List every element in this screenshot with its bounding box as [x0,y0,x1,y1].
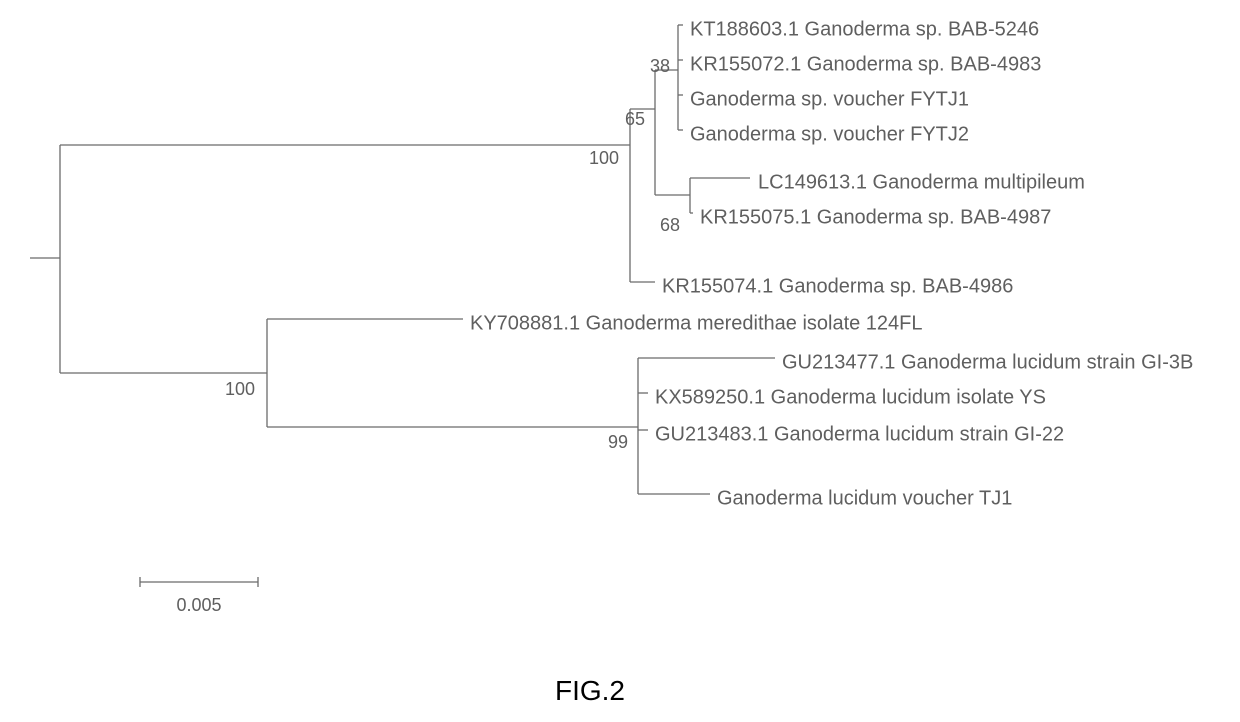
taxon-label: KR155075.1 Ganoderma sp. BAB-4987 [700,206,1051,228]
taxon-label: Ganoderma sp. voucher FYTJ2 [690,123,969,145]
taxon-label: GU213477.1 Ganoderma lucidum strain GI-3… [782,351,1193,373]
taxon-label: Ganoderma lucidum voucher TJ1 [717,487,1012,509]
taxon-label: Ganoderma sp. voucher FYTJ1 [690,88,969,110]
scale-label: 0.005 [176,595,221,615]
taxon-label: KR155074.1 Ganoderma sp. BAB-4986 [662,275,1013,297]
taxon-label: KX589250.1 Ganoderma lucidum isolate YS [655,386,1046,408]
bootstrap-value: 100 [225,379,255,399]
taxon-label: KT188603.1 Ganoderma sp. BAB-5246 [690,18,1039,40]
taxon-label: KY708881.1 Ganoderma meredithae isolate … [470,312,923,334]
bootstrap-value: 68 [660,215,680,235]
bootstrap-value: 65 [625,109,645,129]
phylogenetic-tree-figure: KT188603.1 Ganoderma sp. BAB-5246 KR15507… [0,0,1240,722]
bootstrap-value: 99 [608,432,628,452]
bootstrap-value: 38 [650,56,670,76]
taxon-label: GU213483.1 Ganoderma lucidum strain GI-2… [655,423,1064,445]
bootstrap-value: 100 [589,148,619,168]
tree-svg: KT188603.1 Ganoderma sp. BAB-5246 KR15507… [0,0,1240,722]
figure-caption: FIG.2 [555,675,625,706]
taxon-label: KR155072.1 Ganoderma sp. BAB-4983 [690,53,1041,75]
taxon-label: LC149613.1 Ganoderma multipileum [758,171,1085,193]
